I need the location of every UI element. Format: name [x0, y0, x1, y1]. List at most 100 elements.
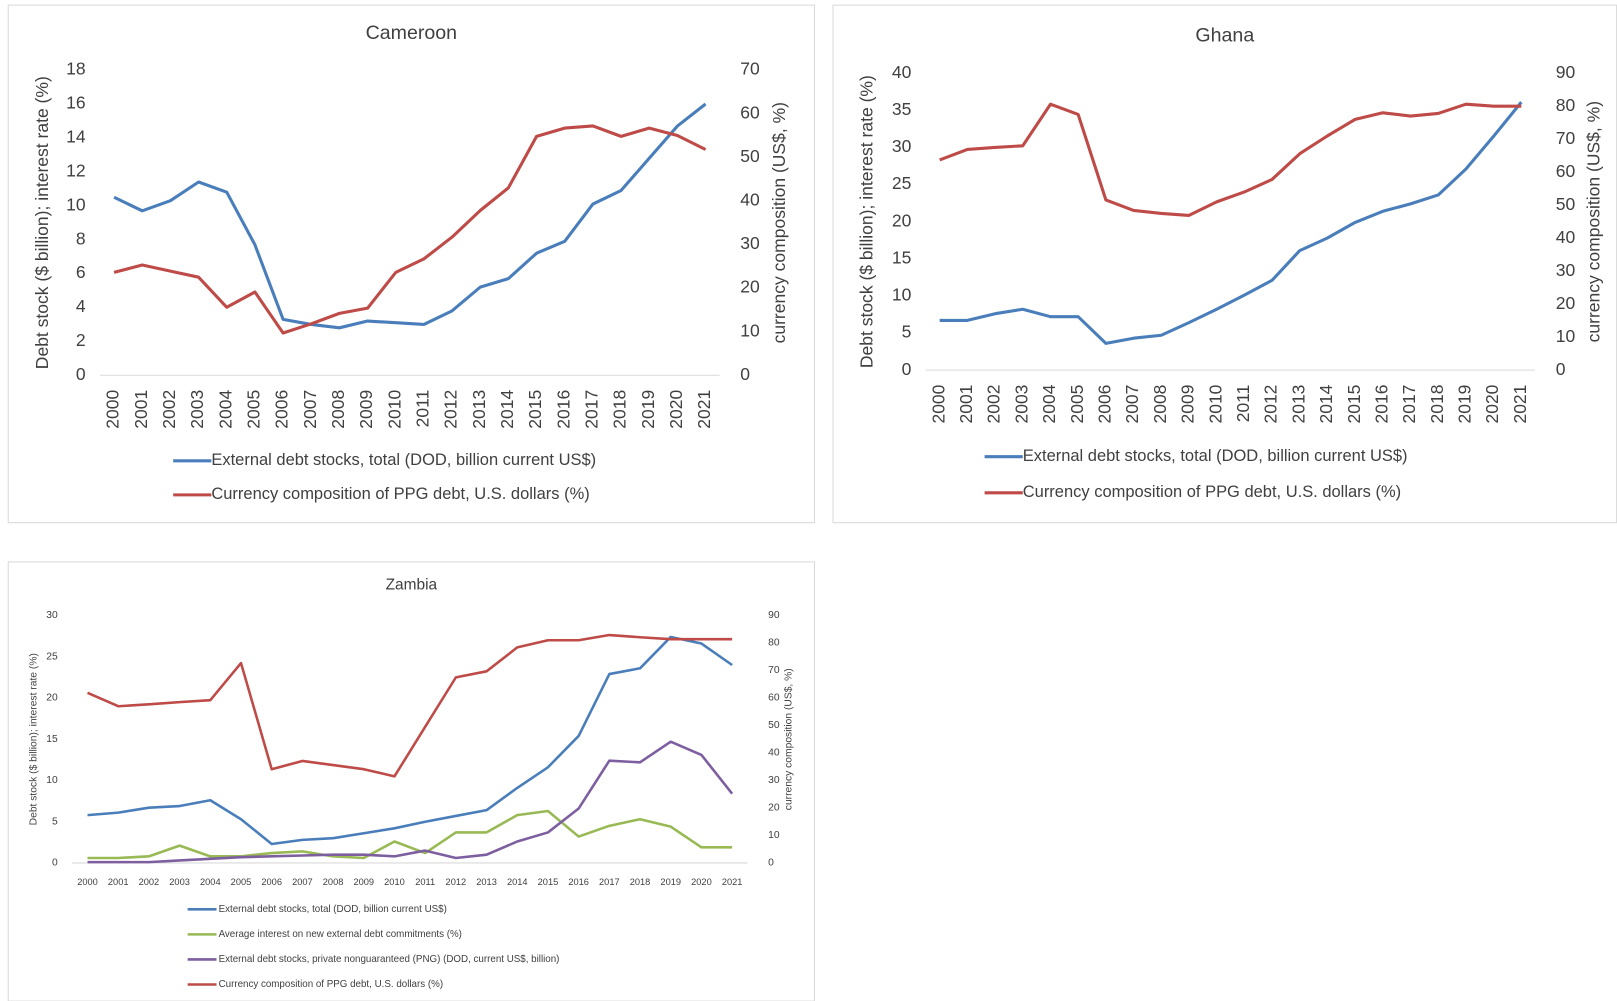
x-tick-label: 2007	[292, 877, 313, 887]
x-tick-label: 2013	[469, 390, 489, 429]
x-tick-label: 2020	[1482, 384, 1502, 423]
y-tick-label: 10	[46, 775, 58, 786]
x-tick-label: 2016	[553, 390, 573, 429]
x-tick-label: 2014	[507, 877, 528, 887]
y-tick-label: 0	[76, 364, 86, 384]
x-tick-label: 2009	[1178, 385, 1198, 424]
series-line	[113, 124, 707, 335]
series-line	[939, 101, 1523, 345]
y2-tick-label: 30	[1556, 260, 1576, 280]
x-tick-label: 2014	[497, 389, 517, 428]
y2-tick-label: 0	[768, 858, 774, 869]
legend-label: Currency composition of PPG debt, U.S. d…	[219, 979, 444, 990]
x-tick-label: 2006	[272, 390, 292, 429]
y-tick-label: 30	[892, 136, 912, 156]
y-tick-label: 14	[66, 127, 86, 147]
x-tick-label: 2017	[582, 390, 602, 429]
series-line	[86, 633, 733, 778]
x-tick-label: 2012	[446, 877, 467, 887]
x-tick-label: 2012	[1261, 385, 1281, 424]
x-tick-label: 2000	[77, 877, 98, 887]
panel-border	[7, 561, 816, 1001]
x-tick-label: 2013	[476, 877, 497, 887]
x-tick-label: 2000	[103, 389, 123, 428]
x-tick-label: 2005	[231, 877, 252, 887]
y2-tick-label: 10	[768, 830, 780, 841]
x-tick-label: 2001	[131, 390, 151, 429]
x-tick-label: 2003	[169, 877, 190, 887]
x-tick-label: 2019	[1455, 385, 1475, 424]
y-tick-label: 0	[52, 858, 58, 869]
y2-tick-label: 80	[1556, 95, 1576, 115]
panel-border	[832, 4, 1617, 524]
legend-label: Currency composition of PPG debt, U.S. d…	[1023, 483, 1401, 501]
y2-tick-label: 60	[740, 102, 760, 122]
y2-tick-label: 40	[740, 190, 760, 210]
x-tick-label: 2002	[984, 385, 1004, 424]
x-tick-label: 2015	[538, 877, 559, 887]
y2-axis-title: currency composition (US$, %)	[769, 102, 789, 343]
x-tick-label: 2021	[722, 877, 743, 887]
y2-tick-label: 70	[740, 59, 760, 79]
y2-tick-label: 50	[1556, 194, 1576, 214]
legend-label: External debt stocks, total (DOD, billio…	[219, 904, 447, 915]
x-tick-label: 2020	[691, 877, 712, 887]
chart-title: Zambia	[386, 577, 438, 594]
x-tick-label: 2021	[694, 390, 714, 429]
x-tick-label: 2010	[384, 877, 405, 887]
x-tick-label: 2013	[1288, 385, 1308, 424]
y2-tick-label: 60	[768, 693, 780, 704]
y2-tick-label: 20	[1556, 293, 1576, 313]
x-tick-label: 2011	[1233, 385, 1253, 423]
y2-tick-label: 20	[768, 803, 780, 814]
chart-title: Ghana	[1195, 24, 1254, 46]
x-tick-label: 2014	[1316, 384, 1336, 423]
y2-tick-label: 50	[768, 720, 780, 731]
x-tick-label: 2003	[1011, 385, 1031, 424]
x-tick-label: 2018	[630, 877, 651, 887]
y2-tick-label: 90	[768, 610, 780, 621]
y-tick-label: 8	[76, 228, 86, 248]
x-tick-label: 2003	[187, 390, 207, 429]
x-tick-label: 2004	[200, 877, 221, 887]
x-tick-label: 2008	[323, 877, 344, 887]
x-tick-label: 2018	[610, 390, 630, 429]
chart-panel: Cameroon 0 2 4 6 8 10 12 14 16 18 0 10 20 30 40 50 60 70 De…	[7, 4, 816, 524]
y-tick-label: 6	[76, 262, 86, 282]
legend-label: Average interest on new external debt co…	[219, 929, 462, 940]
y2-tick-label: 40	[1556, 227, 1576, 247]
x-tick-label: 2005	[1067, 385, 1087, 424]
y-tick-label: 2	[76, 330, 86, 350]
y-tick-label: 20	[46, 693, 58, 704]
x-tick-label: 2001	[108, 877, 129, 887]
x-tick-label: 2017	[599, 877, 620, 887]
legend-label: Currency composition of PPG debt, U.S. d…	[211, 485, 589, 503]
x-tick-label: 2015	[1344, 385, 1364, 424]
y-tick-label: 0	[902, 359, 912, 379]
x-tick-label: 2008	[328, 390, 348, 429]
y2-tick-label: 30	[768, 775, 780, 786]
y-tick-label: 5	[52, 816, 58, 827]
x-tick-label: 2002	[159, 390, 179, 429]
x-tick-label: 2011	[415, 877, 435, 887]
x-tick-label: 2004	[1039, 384, 1059, 423]
y2-tick-label: 40	[768, 748, 780, 759]
y2-tick-label: 60	[1556, 161, 1576, 181]
y-tick-label: 15	[46, 734, 58, 745]
x-tick-label: 2004	[215, 389, 235, 428]
x-tick-label: 2017	[1399, 385, 1419, 424]
x-tick-label: 2015	[525, 390, 545, 429]
x-tick-label: 2007	[300, 390, 320, 429]
x-tick-label: 2021	[1510, 385, 1530, 424]
y2-tick-label: 50	[740, 146, 760, 166]
y-tick-label: 25	[892, 173, 911, 193]
y-axis-title: Debt stock ($ billion); interest rate (%…	[32, 76, 52, 369]
y2-axis-title: currency composition (US$, %)	[783, 668, 794, 810]
x-tick-label: 2001	[956, 385, 976, 424]
x-tick-label: 2011	[413, 390, 433, 428]
x-tick-label: 2020	[666, 389, 686, 428]
y-tick-label: 40	[892, 62, 912, 82]
legend-label: External debt stocks, private nonguarant…	[219, 954, 560, 965]
chart-group: Cameroon024681012141618010203040506070De…	[7, 4, 1617, 1001]
